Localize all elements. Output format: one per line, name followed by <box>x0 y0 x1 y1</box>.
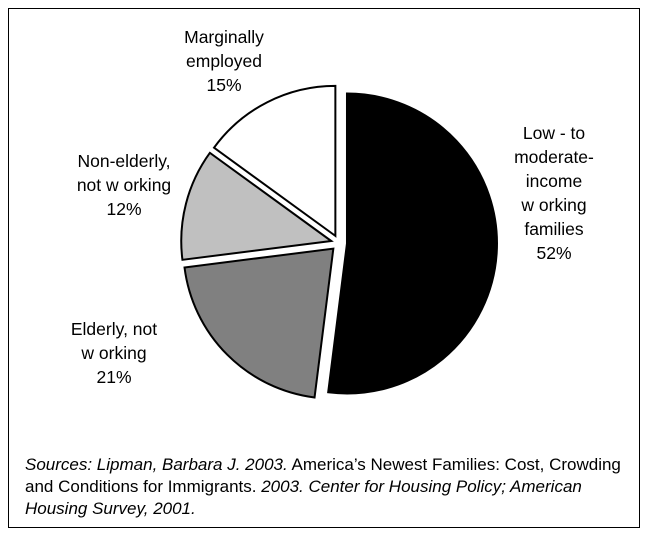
source-citation-publisher: 2003. Center for Housing Policy; America… <box>25 477 582 518</box>
slice-label-marginally-employed: Marginally employed 15% <box>149 25 299 97</box>
pie-slice-low-moderate-income <box>327 92 498 395</box>
slice-pct-non-elderly: 12% <box>106 199 142 219</box>
slice-pct-marginally-employed: 15% <box>206 75 242 95</box>
slice-label-non-elderly: Non-elderly, not w orking 12% <box>49 149 199 221</box>
chart-frame: Low - to moderate- income w orking famil… <box>8 8 640 528</box>
source-citation-author: Sources: Lipman, Barbara J. 2003. <box>25 455 288 474</box>
slice-label-elderly: Elderly, not w orking 21% <box>39 317 189 389</box>
source-citation-title: America’s Newest Families: Cost, Crowdin… <box>25 455 621 496</box>
pie-chart <box>180 84 498 399</box>
pie-slice-marginally-employed <box>212 84 337 238</box>
pie-slice-elderly <box>183 247 335 399</box>
slice-pct-low-moderate-income: 52% <box>536 243 572 263</box>
slice-label-low-moderate-income: Low - to moderate- income w orking famil… <box>479 121 629 265</box>
slice-pct-elderly: 21% <box>96 367 132 387</box>
source-note: Sources: Lipman, Barbara J. 2003. Americ… <box>25 454 625 520</box>
pie-slice-non-elderly <box>180 151 334 261</box>
